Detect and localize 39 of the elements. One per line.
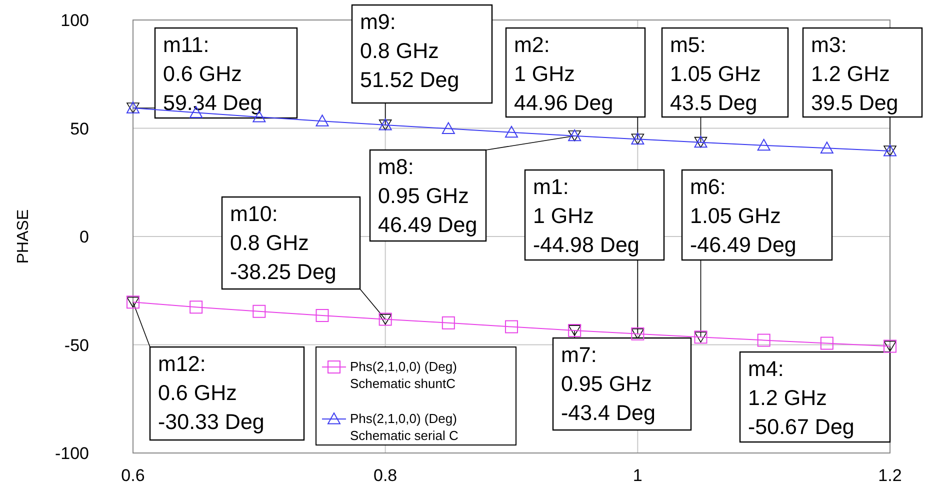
point [505, 320, 518, 334]
legend-label: Phs(2,1,0,0) (Deg) Schematic shuntC [350, 359, 457, 391]
x-tick-label: 1 [632, 466, 642, 485]
annotation: m7: 0.95 GHz -43.4 Deg [561, 343, 656, 425]
annotation: m10: 0.8 GHz -38.25 Deg [230, 202, 336, 284]
point [316, 309, 329, 322]
annotation: m5: 1.05 GHz 43.5 Deg [670, 33, 761, 115]
point [757, 334, 770, 347]
y-tick-label: 50 [70, 119, 89, 138]
annotation: m1: 1 GHz -44.98 Deg [533, 175, 640, 257]
annotation: m8: 0.95 GHz 46.49 Deg [378, 155, 478, 237]
y-axis-title: PHASE [15, 209, 32, 264]
point [190, 300, 203, 314]
annotation: m2: 1 GHz 44.96 Deg [514, 33, 614, 115]
point [378, 118, 392, 130]
annotation: m9: 0.8 GHz 51.52 Deg [360, 10, 460, 92]
y-tick-label: -100 [54, 444, 89, 463]
y-tick-label: -50 [64, 336, 89, 355]
annotation: m11: 0.6 GHz 59.34 Deg [163, 33, 262, 115]
point [820, 336, 834, 350]
x-tick-label: 0.6 [121, 466, 145, 485]
point [126, 102, 140, 114]
y-tick-label: 100 [60, 11, 89, 30]
point [252, 304, 266, 318]
point [757, 138, 770, 151]
annotation: m6: 1.05 GHz -46.49 Deg [690, 175, 796, 257]
point [442, 316, 455, 330]
annotation: m4: 1.2 GHz -50.67 Deg [748, 357, 854, 439]
point [505, 126, 518, 138]
point [126, 296, 140, 309]
legend-label: Phs(2,1,0,0) (Deg) Schematic serial C [350, 411, 458, 443]
point [820, 142, 834, 154]
y-tick-label: 0 [80, 228, 89, 246]
point [442, 122, 455, 134]
annotation: m3: 1.2 GHz 39.5 Deg [811, 33, 898, 115]
x-tick-label: 1.2 [878, 466, 902, 485]
annotation: m12: 0.6 GHz -30.33 Deg [158, 352, 264, 434]
x-tick-label: 0.8 [374, 466, 398, 485]
point [316, 114, 329, 126]
